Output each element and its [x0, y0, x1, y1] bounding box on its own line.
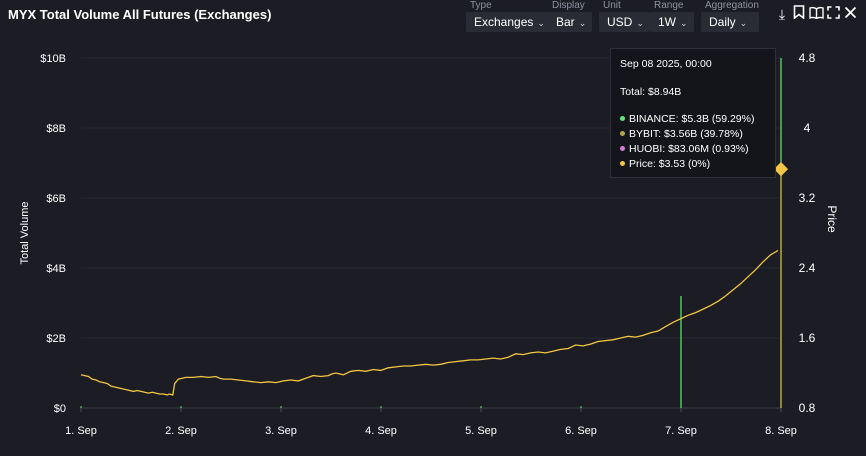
chart-tooltip: Sep 08 2025, 00:00 Total: $8.94B BINANCE…: [610, 48, 776, 178]
range-value: 1W: [658, 15, 676, 29]
x-tick-label: 6. Sep: [565, 425, 597, 437]
price-marker: [773, 162, 789, 177]
display-select[interactable]: Bar ⌄: [548, 12, 593, 32]
tooltip-total: Total: $8.94B: [620, 86, 682, 98]
volume-bar: [580, 406, 582, 408]
legend-dot: [620, 146, 625, 151]
aggregation-control[interactable]: Aggregation Daily ⌄: [701, 0, 759, 32]
download-icon[interactable]: ⤓: [778, 6, 786, 22]
x-tick-label: 3. Sep: [265, 425, 297, 437]
grid-lines: [80, 57, 782, 412]
type-label: Type: [470, 0, 492, 11]
chevron-down-icon: ⌄: [537, 18, 545, 28]
chart-area[interactable]: $0 $2B $4B $6B $8B $10B 0.8 1.6 2.4 3.2 4 4.8 1. Sep…: [0, 36, 866, 456]
chevron-down-icon: ⌄: [739, 18, 748, 28]
chevron-down-icon: ⌄: [636, 18, 644, 28]
unit-control[interactable]: Unit USD ⌄: [599, 0, 650, 32]
chevron-down-icon: ⌄: [578, 18, 587, 28]
tooltip-date: Sep 08 2025, 00:00: [620, 58, 712, 70]
toolbar-icons: ⤓: [775, 5, 860, 23]
axis-labels: $0 $2B $4B $6B $8B $10B 0.8 1.6 2.4 3.2 4 4.8 1. Sep…: [19, 51, 839, 437]
tooltip-item: BINANCE: $5.3B (59.29%): [620, 113, 754, 125]
price-series-line: [80, 249, 779, 396]
chart-title: MYX Total Volume All Futures (Exchanges): [8, 7, 272, 22]
chevron-down-icon: ⌄: [680, 18, 688, 28]
x-tick-label: 2. Sep: [165, 425, 197, 437]
y-left-tick-label: $10B: [40, 53, 66, 65]
tooltip-item: HUOBI: $83.06M (0.93%): [620, 143, 749, 155]
range-label: Range: [654, 0, 684, 11]
type-control[interactable]: Type Exchanges ⌄: [466, 0, 551, 32]
aggregation-value: Daily: [709, 15, 736, 29]
y-left-tick-label: $8B: [46, 123, 66, 135]
y-right-tick-label: 4.8: [799, 51, 816, 65]
y-left-tick-label: $4B: [46, 263, 66, 275]
volume-bar: [80, 406, 82, 408]
tooltip-binance: BINANCE: $5.3B (59.29%): [629, 113, 755, 125]
price-line: [80, 162, 789, 408]
tooltip-item: BYBIT: $3.56B (39.78%): [620, 128, 743, 140]
y-left-tick-label: $6B: [46, 193, 66, 205]
y-right-axis-title: Price: [825, 205, 839, 233]
aggregation-select[interactable]: Daily ⌄: [701, 12, 759, 32]
unit-select[interactable]: USD ⌄: [599, 12, 650, 32]
tooltip-huobi: HUOBI: $83.06M (0.93%): [629, 143, 749, 155]
unit-value: USD: [607, 15, 633, 29]
legend-dot: [620, 161, 625, 166]
volume-bar: [180, 406, 182, 408]
unit-label: Unit: [603, 0, 621, 11]
aggregation-label: Aggregation: [705, 0, 759, 11]
type-select[interactable]: Exchanges ⌄: [466, 12, 551, 32]
range-control[interactable]: Range 1W ⌄: [650, 0, 694, 32]
type-value: Exchanges: [474, 15, 534, 29]
y-left-axis-title: Total Volume: [19, 202, 31, 265]
y-right-tick-label: 4: [804, 121, 811, 135]
display-label: Display: [552, 0, 585, 11]
y-left-tick-label: $0: [54, 403, 66, 415]
close-icon[interactable]: [843, 6, 857, 22]
volume-bar: [280, 406, 282, 408]
x-tick-label: 8. Sep: [765, 425, 797, 437]
header-bar: MYX Total Volume All Futures (Exchanges)…: [0, 0, 866, 36]
y-right-tick-label: 3.2: [799, 191, 816, 205]
display-control[interactable]: Display Bar ⌄: [548, 0, 593, 32]
y-right-tick-label: 0.8: [799, 401, 816, 415]
volume-bar: [680, 296, 682, 408]
book-icon[interactable]: [809, 6, 824, 22]
display-value: Bar: [556, 15, 575, 29]
range-select[interactable]: 1W ⌄: [650, 12, 694, 32]
fullscreen-icon[interactable]: [826, 6, 840, 22]
tooltip-price: Price: $3.53 (0%): [629, 158, 711, 170]
y-right-tick-label: 2.4: [799, 261, 816, 275]
y-left-tick-label: $2B: [46, 333, 66, 345]
bookmark-icon[interactable]: [792, 5, 806, 21]
tooltip-bybit: BYBIT: $3.56B (39.78%): [629, 128, 743, 140]
volume-bar: [380, 406, 382, 408]
x-tick-label: 4. Sep: [365, 425, 397, 437]
legend-dot: [620, 116, 625, 121]
x-tick-label: 1. Sep: [65, 425, 97, 437]
legend-dot: [620, 131, 625, 136]
volume-bar: [480, 406, 482, 408]
tooltip-item: Price: $3.53 (0%): [620, 158, 710, 170]
y-right-tick-label: 1.6: [799, 331, 816, 345]
x-tick-label: 5. Sep: [465, 425, 497, 437]
x-tick-label: 7. Sep: [665, 425, 697, 437]
